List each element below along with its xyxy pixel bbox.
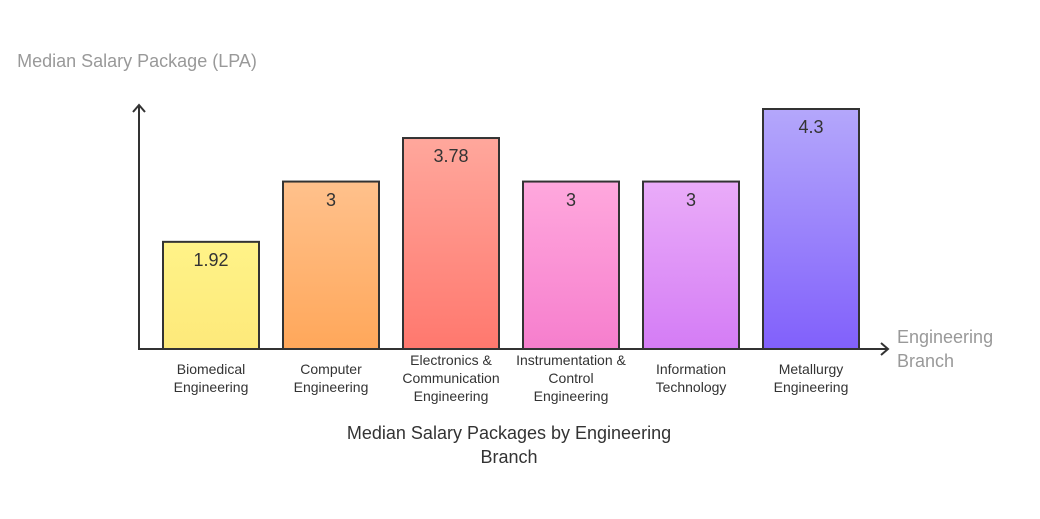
value-label: 3.78 (433, 146, 469, 167)
value-label: 3 (325, 189, 336, 210)
value-label: 3 (565, 189, 576, 210)
x-tick-label: Electronics & Communication Engineering (402, 352, 500, 404)
bar (282, 180, 380, 350)
bar (522, 180, 620, 350)
x-tick-label: Instrumentation & Control Engineering (516, 352, 626, 404)
bar (762, 108, 860, 350)
y-axis-label: Median Salary Package (LPA) (17, 51, 257, 71)
x-axis-label: Engineering Branch (897, 327, 994, 371)
x-axis-arrow (880, 342, 890, 356)
value-label: 1.92 (193, 249, 229, 270)
value-label: 3 (685, 189, 696, 210)
y-axis-arrow (132, 103, 146, 113)
value-label: 4.3 (798, 117, 824, 137)
bar (402, 137, 500, 350)
x-tick-label: Metallurgy Engineering (773, 361, 849, 395)
x-tick-label: Information Technology (655, 361, 727, 395)
chart-title: Median Salary Packages by Engineering Br… (346, 423, 672, 467)
x-tick-label: Computer Engineering (293, 361, 369, 395)
bar (162, 240, 260, 350)
x-tick-label: Biomedical Engineering (173, 361, 249, 395)
bar (642, 180, 740, 350)
